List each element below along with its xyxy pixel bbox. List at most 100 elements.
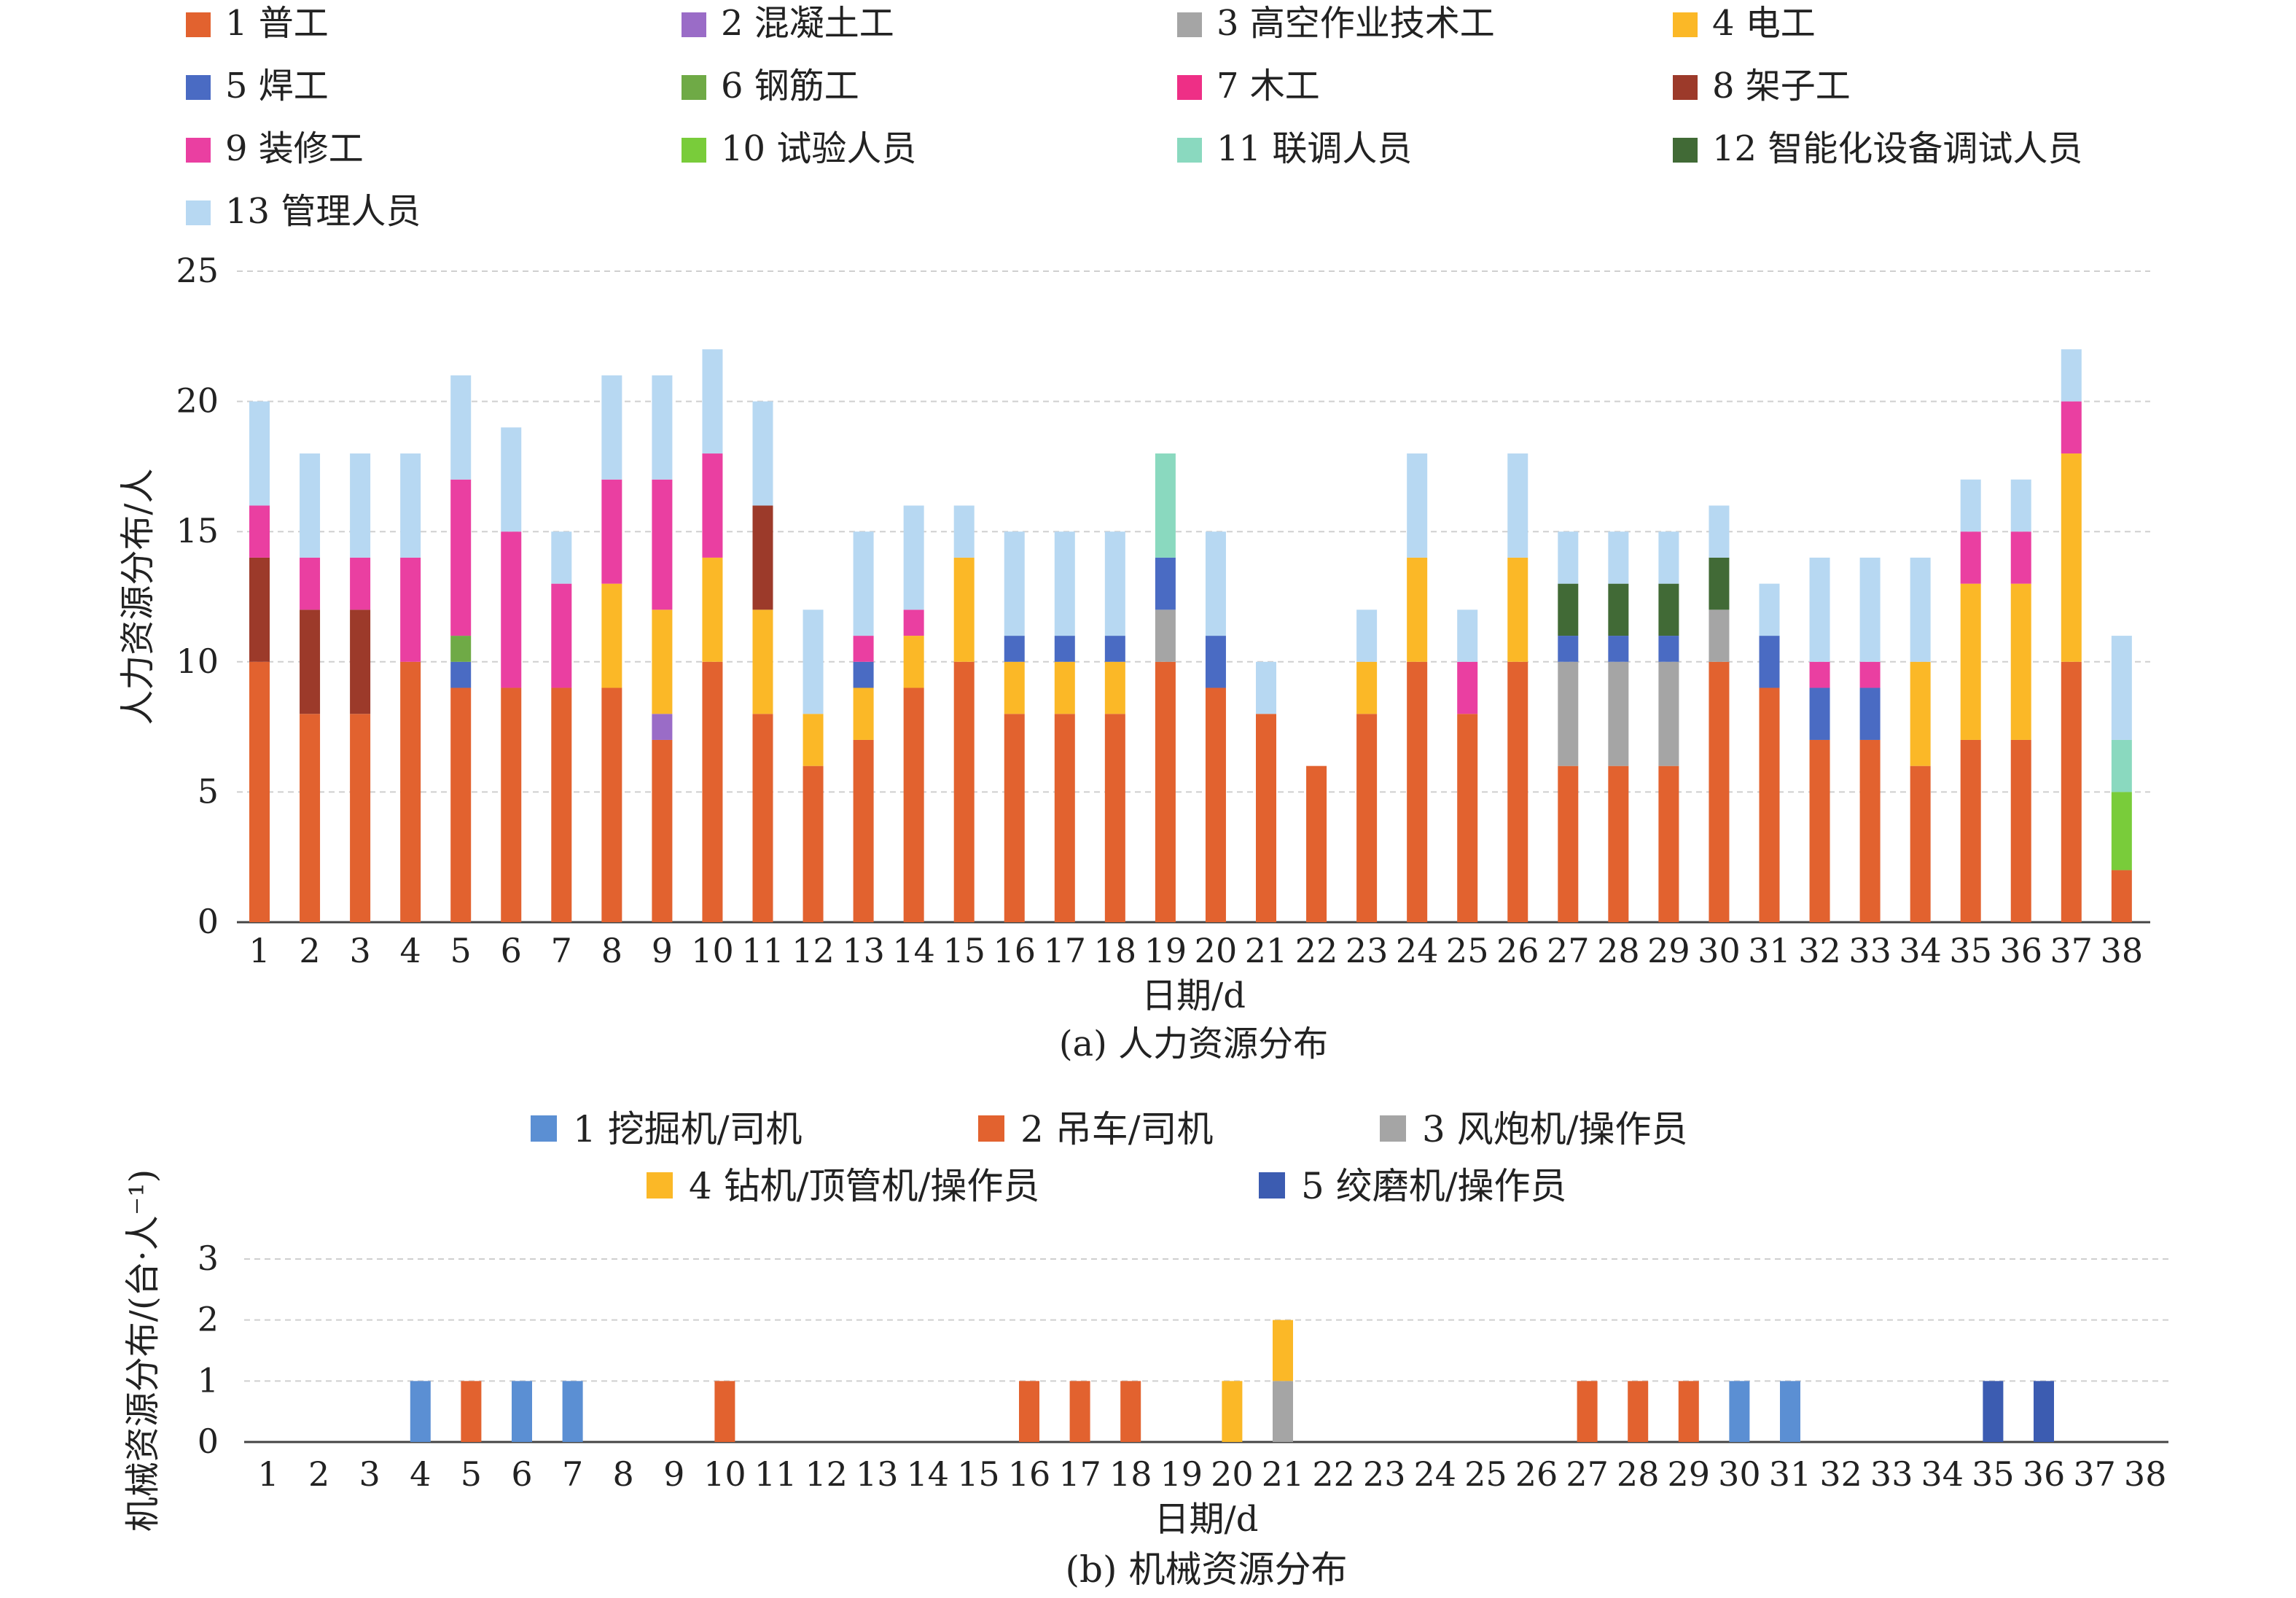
bar-segment [1507, 661, 1528, 922]
bar-segment [1356, 714, 1378, 922]
x-tick-label: 15 [942, 931, 985, 970]
bar-segment [2061, 349, 2082, 402]
bar-segment [450, 687, 472, 922]
legend-swatch [531, 1115, 557, 1142]
x-tick-label: 26 [1496, 931, 1539, 970]
x-tick-label: 26 [1515, 1454, 1558, 1494]
x-tick-label: 24 [1414, 1454, 1457, 1494]
bar-segment [1306, 765, 1327, 922]
bar-segment [803, 714, 824, 766]
bar-segment [702, 557, 723, 662]
legend-entry: 3 风炮机/操作员 [1422, 1108, 1688, 1150]
bar-segment [601, 375, 622, 480]
legend-swatch [186, 75, 211, 100]
x-tick-label: 38 [2124, 1454, 2167, 1494]
bar-segment [410, 1381, 431, 1442]
bar-segment [450, 636, 472, 662]
bar-segment [1356, 661, 1378, 714]
bar-segment [1273, 1320, 1293, 1381]
bar-segment [953, 557, 975, 662]
bar-segment [1577, 1381, 1598, 1442]
legend-swatch [647, 1172, 673, 1198]
bar-segment [249, 401, 270, 506]
bar-segment [350, 557, 371, 610]
legend-swatch [186, 12, 211, 37]
bar-segment [652, 609, 673, 714]
y-tick-label: 25 [176, 251, 219, 290]
x-tick-label: 5 [450, 931, 472, 970]
y-tick-label: 15 [176, 511, 219, 550]
legend-entry: 12 智能化设备调试人员 [1712, 128, 2082, 169]
bar-segment [1407, 557, 1428, 662]
bar-segment [1356, 609, 1378, 662]
bar-segment [1859, 557, 1881, 662]
chart-caption: (b) 机械资源分布 [1066, 1548, 1348, 1591]
bar-segment [300, 557, 321, 610]
bar-segment [702, 661, 723, 922]
bar-segment [1004, 531, 1025, 636]
legend-swatch [1177, 12, 1202, 37]
bar-segment [501, 427, 522, 532]
legend: 1 挖掘机/司机 2 吊车/司机 3 风炮机/操作员 4 钻机/顶管机/操作员 5 绞磨… [531, 1108, 1688, 1207]
bar-segment [2111, 792, 2132, 870]
bar-segment [1983, 1381, 2004, 1442]
x-tick-label: 17 [1044, 931, 1087, 970]
x-tick-label: 34 [1921, 1454, 1964, 1494]
bar-segment [1759, 636, 1780, 688]
bar-segment [1608, 661, 1629, 766]
x-tick-label: 37 [2050, 931, 2093, 970]
bar-segment [1709, 557, 1730, 610]
bar-segment [562, 1381, 583, 1442]
bar-segment [400, 661, 421, 922]
chart-caption: (a) 人力资源分布 [1059, 1024, 1328, 1064]
bar-segment [1960, 531, 1981, 584]
bar-segment [1256, 661, 1276, 714]
bar-segment [1104, 661, 1125, 714]
bar-segment [1608, 583, 1629, 636]
legend-swatch [1259, 1172, 1285, 1198]
legend-entry: 5 焊工 [225, 66, 329, 106]
bar-segment [1004, 714, 1025, 922]
bar-segment [1960, 479, 1981, 532]
bar-segment [249, 661, 270, 922]
bar-segment [953, 661, 975, 922]
x-tick-label: 32 [1798, 931, 1841, 970]
bar-segment [1507, 453, 1528, 558]
bar-segment [2034, 1381, 2054, 1442]
x-tick-label: 27 [1566, 1454, 1609, 1494]
bar-segment [1658, 583, 1679, 636]
legend-entry: 11 联调人员 [1217, 128, 1412, 169]
bar-segment [601, 687, 622, 922]
bar-segment [2010, 739, 2031, 922]
bar-segment [1709, 505, 1730, 558]
bar-segment [501, 531, 522, 688]
legend-swatch [682, 138, 706, 163]
x-tick-label: 29 [1668, 1454, 1711, 1494]
legend-swatch [978, 1115, 1004, 1142]
bar-segment [1054, 636, 1075, 662]
x-tick-label: 35 [1949, 931, 1992, 970]
bar-segment [1019, 1381, 1039, 1442]
x-tick-label: 21 [1262, 1454, 1305, 1494]
bar-segment [714, 1381, 735, 1442]
bar-segment [1910, 765, 1931, 922]
x-tick-label: 23 [1363, 1454, 1406, 1494]
x-tick-label: 2 [308, 1454, 329, 1494]
bar-segment [1407, 453, 1428, 558]
bar-segment [450, 375, 472, 480]
bar-segment [1608, 636, 1629, 662]
x-tick-label: 36 [2023, 1454, 2066, 1494]
x-tick-label: 30 [1718, 1454, 1761, 1494]
x-tick-label: 33 [1870, 1454, 1913, 1494]
bar-segment [1608, 765, 1629, 922]
bar-segment [1658, 531, 1679, 584]
x-tick-label: 4 [400, 931, 421, 970]
bar-segment [702, 453, 723, 558]
bar-segment [1628, 1381, 1649, 1442]
bar-segment [1273, 1381, 1293, 1442]
bar-segment [752, 505, 773, 610]
bar-segment [1558, 531, 1579, 584]
x-tick-label: 14 [907, 1454, 950, 1494]
bar-segment [1809, 557, 1830, 662]
x-axis-label: 日期/d [1141, 975, 1246, 1016]
